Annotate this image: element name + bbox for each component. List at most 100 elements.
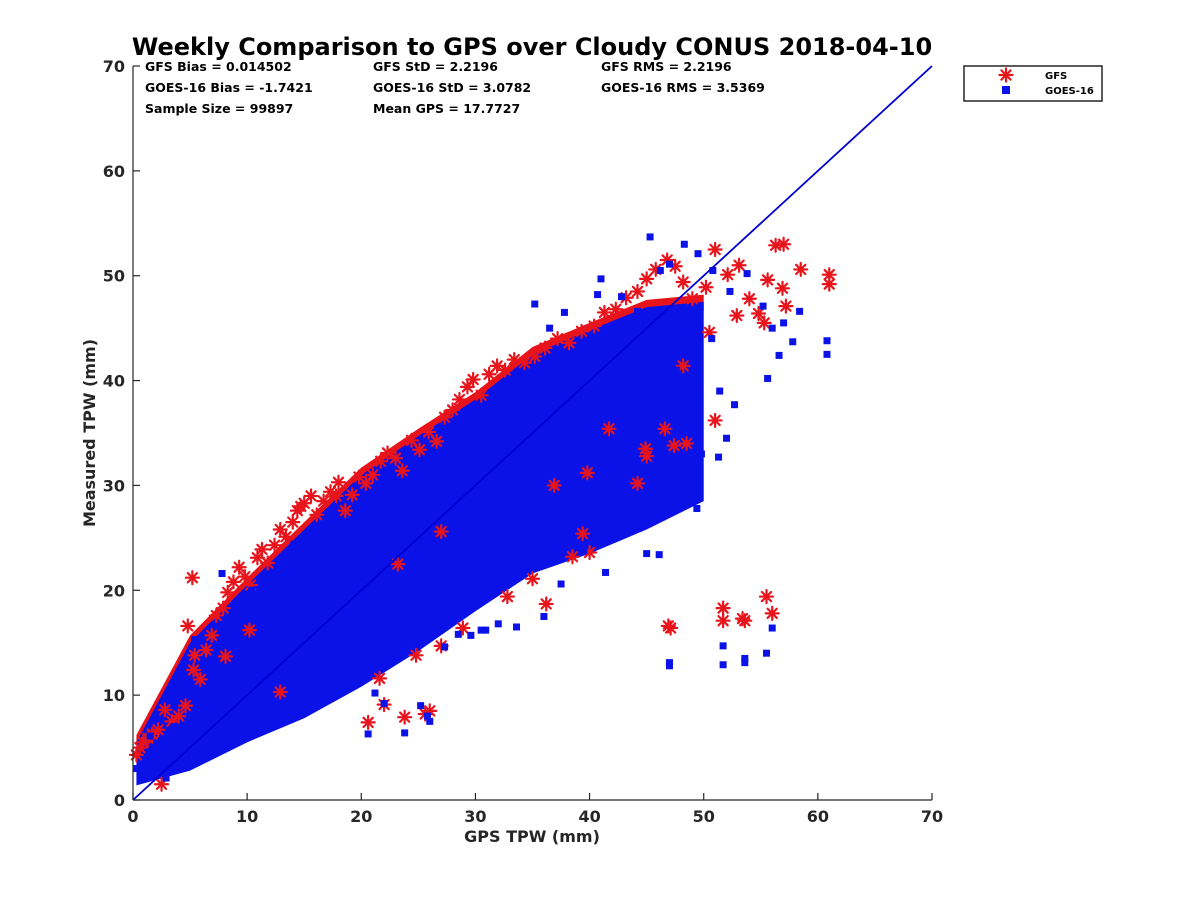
goes16-point — [723, 434, 731, 442]
goes16-point — [582, 374, 590, 382]
gfs-point — [561, 335, 577, 351]
goes16-point — [170, 723, 178, 731]
goes16-point — [764, 374, 772, 382]
gfs-point — [707, 412, 723, 429]
gfs-point — [192, 671, 208, 688]
goes16-point — [426, 717, 434, 725]
gfs-point — [157, 702, 173, 718]
gfs-point — [337, 502, 353, 519]
gfs-point — [516, 355, 533, 371]
gfs-point — [429, 433, 445, 449]
goes16-point — [580, 546, 588, 554]
goes16-point — [626, 408, 634, 416]
gfs-point — [254, 541, 270, 557]
gfs-point — [344, 487, 360, 503]
gfs-point — [241, 622, 258, 638]
gfs-point — [793, 261, 809, 278]
gfs-point — [737, 613, 753, 629]
goes16-point — [618, 293, 626, 301]
x-tick-label: 20 — [350, 807, 372, 826]
stat-goes16-bias: GOES-16 Bias = -1.7421 — [145, 80, 313, 95]
goes16-point — [132, 765, 140, 773]
gfs-point — [465, 371, 481, 388]
goes16-point — [594, 291, 602, 299]
gfs-point — [184, 570, 200, 586]
legend-box — [963, 65, 1103, 102]
goes16-point — [454, 630, 462, 638]
gfs-point — [285, 514, 301, 530]
plot-area — [128, 65, 933, 801]
goes16-point — [372, 570, 380, 578]
goes16-point — [162, 774, 170, 782]
goes16-point — [557, 580, 565, 588]
goes16-point — [337, 665, 345, 673]
gfs-point — [675, 274, 691, 290]
gfs-point — [266, 537, 283, 553]
x-tick-label: 40 — [578, 807, 600, 826]
gfs-point — [527, 348, 543, 365]
stat-gfs-bias: GFS Bias = 0.014502 — [145, 59, 292, 74]
gfs-point — [729, 307, 745, 324]
goes16-point — [423, 712, 431, 720]
gfs-point — [715, 600, 731, 616]
goes16-point — [789, 338, 797, 346]
goes16-point — [207, 693, 215, 701]
goes16-point — [759, 302, 767, 310]
y-tick-label: 60 — [103, 162, 125, 181]
gfs-point — [220, 584, 236, 600]
goes16-point — [494, 620, 502, 628]
legend: GFS GOES-16 — [963, 65, 1103, 102]
goes16-point — [697, 450, 705, 458]
gfs-point — [373, 453, 389, 469]
gfs-point — [215, 600, 231, 616]
goes16-point — [275, 567, 283, 575]
gfs-point — [379, 445, 396, 461]
goes16-point — [775, 351, 783, 359]
goes16-point — [694, 250, 702, 258]
goes16-point — [656, 266, 664, 274]
gfs-point — [750, 305, 767, 322]
gfs-point — [573, 323, 590, 339]
goes16-point — [780, 319, 788, 327]
goes16-point — [515, 490, 523, 498]
gfs-point — [309, 507, 325, 523]
goes16-point — [644, 387, 652, 395]
gfs-point — [629, 475, 646, 491]
gfs-point — [421, 424, 437, 440]
gfs-point — [459, 379, 476, 395]
gfs-point — [260, 555, 276, 571]
goes16-point — [656, 512, 664, 520]
gfs-point — [303, 488, 319, 504]
gfs-point — [411, 442, 428, 458]
y-axis-ticks: 0 10 20 30 40 50 60 70 — [103, 57, 140, 810]
stat-gfs-rms: GFS RMS = 2.2196 — [601, 59, 732, 74]
gfs-point — [278, 529, 294, 545]
gfs-point — [316, 493, 332, 509]
gfs-point — [365, 467, 381, 483]
gfs-point — [720, 267, 736, 283]
goes16-point — [665, 260, 673, 268]
stat-mean-gps: Mean GPS = 17.7727 — [373, 101, 520, 116]
gfs-point — [776, 236, 792, 252]
gfs-point — [237, 569, 253, 585]
gfs-point — [707, 241, 723, 258]
gfs-point — [198, 642, 214, 658]
goes16-point — [144, 756, 152, 764]
y-tick-label: 50 — [103, 267, 125, 286]
goes16-point — [380, 700, 388, 708]
goes16-point — [467, 631, 475, 639]
gfs-point — [564, 549, 581, 565]
goes16-point — [680, 240, 688, 248]
gfs-point — [150, 722, 166, 738]
goes16-point — [152, 771, 160, 779]
stat-sample-size: Sample Size = 99897 — [145, 101, 293, 116]
gfs-point — [394, 463, 410, 479]
goes16-point — [662, 510, 670, 518]
gfs-point — [629, 283, 646, 300]
goes16-point — [460, 508, 468, 516]
goes16-point — [513, 623, 521, 631]
goes16-point — [248, 586, 256, 594]
gfs-point — [473, 387, 489, 403]
goes16-point — [179, 681, 187, 689]
x-tick-label: 60 — [807, 807, 829, 826]
